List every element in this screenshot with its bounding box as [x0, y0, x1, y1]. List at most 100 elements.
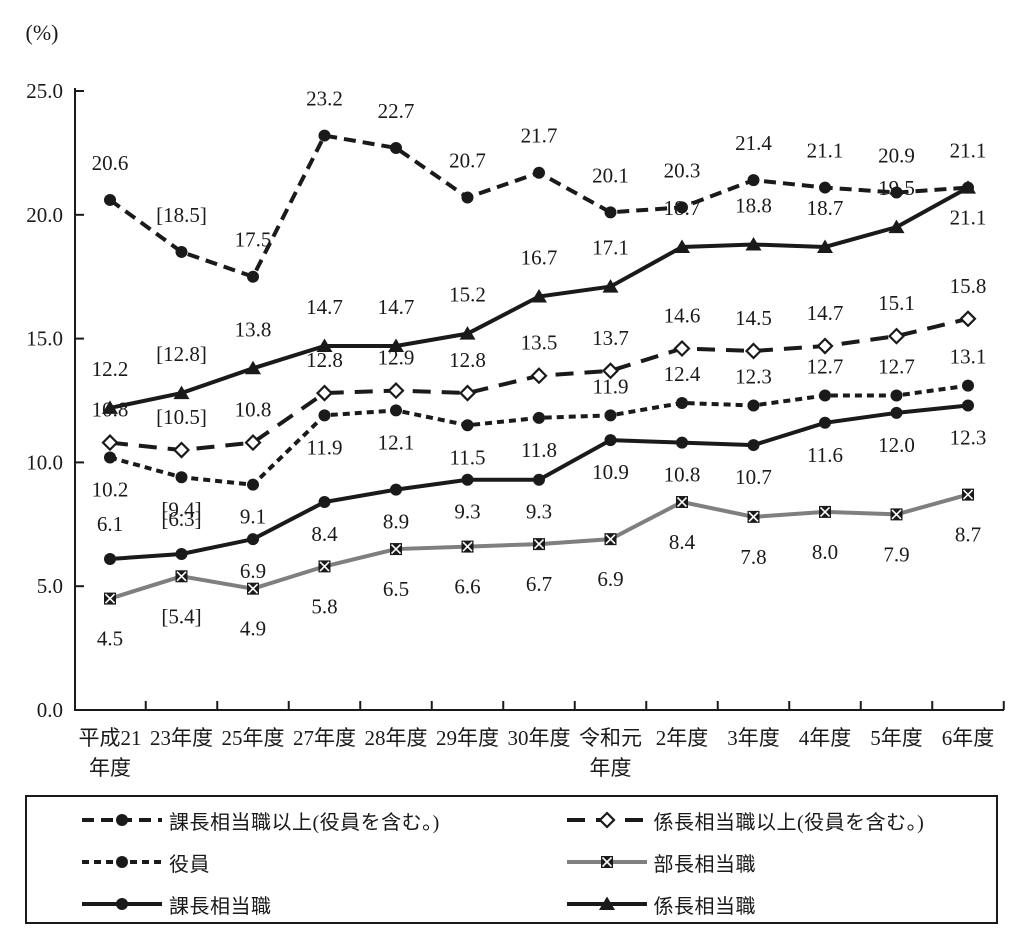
data-point-label: 15.2	[449, 283, 486, 307]
data-point-label: 14.7	[807, 301, 844, 325]
series-kacho-ijo-marker	[747, 174, 760, 187]
data-point-label: 6.9	[240, 559, 266, 583]
series-kakaricho-marker	[674, 239, 690, 253]
series-bucho-marker	[175, 570, 188, 583]
data-point-label: 18.7	[664, 196, 701, 220]
data-point-label: 9.1	[240, 505, 266, 529]
series-bucho	[104, 488, 974, 605]
data-point-label: 17.1	[592, 236, 629, 260]
data-point-label: 18.7	[807, 196, 844, 220]
legend-solid-triangle-line-icon	[566, 896, 647, 910]
series-kakaricho-marker	[173, 385, 190, 400]
data-point-label: 9.3	[454, 500, 480, 524]
legend-label: 係長相当職以上(役員を含む。)	[653, 811, 925, 834]
series-yakuin-marker	[461, 419, 474, 432]
data-point-label: 11.9	[307, 435, 343, 459]
series-bucho-marker	[676, 496, 688, 509]
series-kacho-ijo-marker	[318, 129, 331, 142]
data-point-label: [12.8]	[156, 342, 207, 366]
data-point-label: 12.7	[807, 355, 844, 379]
series-kakaricho-marker	[245, 360, 261, 375]
data-point-label: 12.1	[378, 430, 415, 454]
data-point-label: [6.3]	[161, 507, 201, 531]
data-point-label: 4.9	[240, 617, 266, 641]
x-category-label: 平成21 年度	[79, 726, 142, 780]
series-bucho-marker	[604, 533, 617, 546]
data-point-label: 7.8	[740, 545, 766, 569]
series-kakaricho-marker	[888, 219, 905, 234]
legend-label: 部長相当職	[653, 853, 756, 876]
series-kacho-marker	[676, 436, 688, 449]
series-kakaricho-ijo-marker	[244, 434, 262, 452]
legend-item-kakaricho: 係長相当職	[512, 890, 997, 919]
legend-label: 課長相当職以上(役員を含む。)	[169, 811, 440, 834]
series-yakuin-marker	[318, 409, 331, 422]
x-category-label: 3年度	[727, 726, 780, 750]
data-point-label: 9.3	[526, 500, 552, 524]
series-kacho-ijo	[104, 129, 974, 283]
series-kacho-ijo-marker	[890, 186, 903, 199]
x-category-label: 30年度	[508, 726, 571, 750]
series-kakaricho-ijo-marker	[816, 337, 834, 355]
x-category-label: 4年度	[799, 726, 852, 750]
series-kacho-ijo-marker	[175, 245, 188, 258]
data-point-label: 5.8	[311, 594, 337, 618]
series-yakuin-marker	[390, 404, 402, 417]
x-category-label: 23年度	[150, 726, 213, 750]
data-point-label: 12.4	[664, 362, 701, 386]
data-point-label: 12.0	[878, 433, 915, 457]
series-kacho-marker	[747, 439, 760, 452]
series-kakaricho-marker	[602, 279, 619, 293]
y-axis-unit-label: (%)	[26, 20, 59, 45]
data-point-label: 7.9	[883, 542, 909, 566]
series-kakaricho-ijo-labels: 10.8 [10.5] 10.8 12.8 12.9 12.8 13.5 13.7 14.6 14…	[92, 274, 987, 429]
legend-gray-square-line-icon	[566, 856, 647, 868]
data-point-label: 10.2	[92, 477, 129, 501]
data-point-label: 10.9	[592, 460, 629, 484]
data-point-label: [10.5]	[156, 405, 207, 429]
data-point-label: 14.7	[306, 295, 343, 319]
series-bucho-marker	[390, 543, 402, 556]
series-kacho-ijo-marker	[461, 191, 474, 204]
series-kakaricho-ijo-marker	[387, 382, 405, 400]
series-kacho-marker	[175, 548, 188, 561]
data-point-label: 10.8	[235, 398, 272, 422]
series-yakuin-marker	[604, 409, 617, 422]
data-point-label: 6.7	[526, 572, 552, 596]
data-point-label: 15.8	[950, 274, 987, 298]
data-point-label: 12.8	[306, 348, 343, 372]
svg-text:23年度: 23年度	[150, 726, 213, 750]
data-point-label: 10.8	[92, 398, 129, 422]
legend-item-bucho: 部長相当職	[512, 848, 997, 877]
data-point-label: 20.7	[449, 148, 486, 172]
series-bucho-marker	[461, 540, 474, 553]
series-kacho-marker	[819, 416, 831, 429]
series-yakuin-marker	[819, 389, 831, 402]
data-point-label: 21.1	[950, 139, 987, 163]
series-kakaricho-ijo-marker	[959, 310, 977, 328]
data-point-label: 10.8	[664, 463, 701, 487]
x-category-label: 27年度	[293, 726, 356, 750]
x-category-label: 25年度	[222, 726, 285, 750]
series-yakuin-labels: 10.2 [9.4] 9.1 11.9 12.1 11.5 11.8 11.9 12.4 12.3…	[92, 345, 987, 529]
series-kakaricho-marker	[817, 239, 833, 253]
legend-label: 係長相当職	[653, 895, 756, 918]
data-point-label: 20.3	[664, 158, 701, 182]
series-kakaricho-labels: 12.2 [12.8] 13.8 14.7 14.7 15.2 16.7 17.1 18.7 18…	[92, 176, 987, 381]
data-point-label: 11.8	[521, 438, 557, 462]
data-point-label: 13.1	[950, 345, 987, 369]
series-kacho-ijo-marker	[104, 193, 116, 206]
series-kacho-ijo-labels: 20.6 [18.5] 17.5 23.2 22.7 20.7 21.7 20.1 20.3 21…	[92, 87, 987, 252]
series-kakaricho-ijo	[101, 310, 977, 459]
series-bucho-marker	[104, 592, 116, 605]
data-point-label: [9.4]	[161, 497, 201, 521]
series-kacho-marker	[604, 434, 617, 447]
series-kacho-marker	[962, 399, 974, 412]
x-category-label: 28年度	[365, 726, 428, 750]
series-kacho-marker	[247, 533, 259, 546]
series-bucho-marker	[247, 582, 259, 595]
series-kacho	[104, 399, 974, 565]
series-kacho-marker	[890, 406, 903, 419]
